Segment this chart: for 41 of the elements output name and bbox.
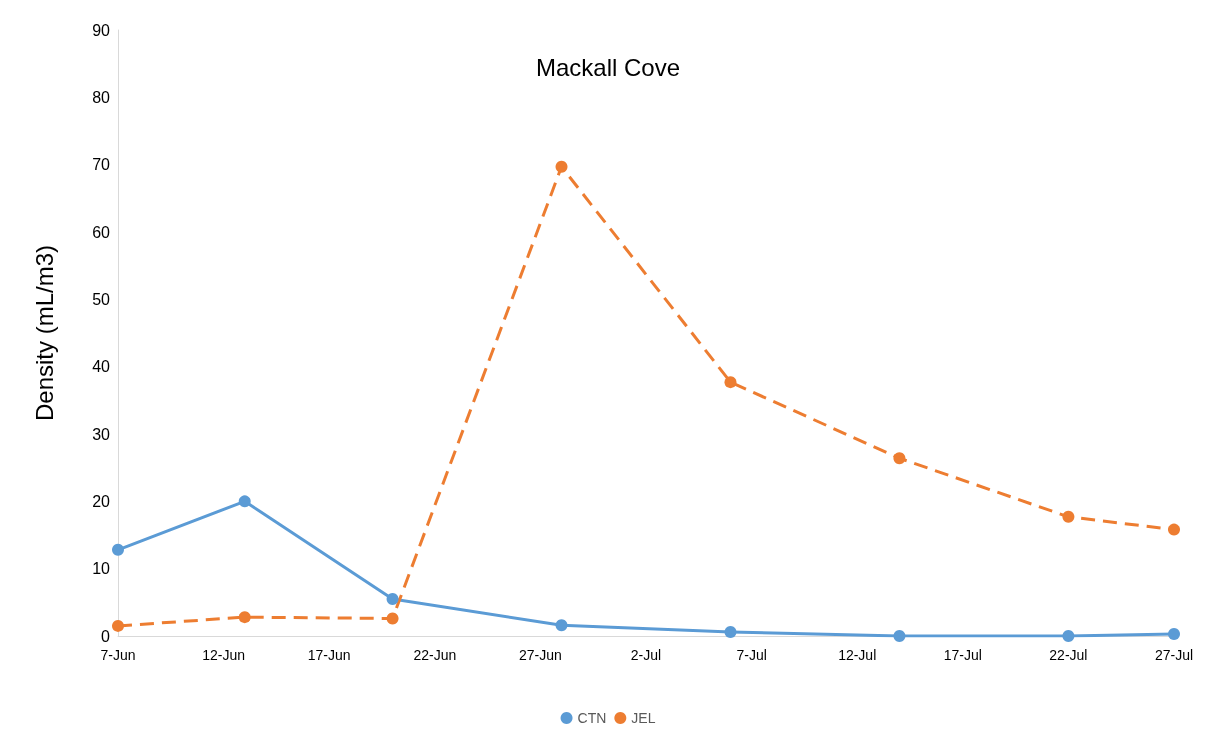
point — [724, 376, 737, 389]
x-tick-label: 22-Jun — [413, 647, 457, 663]
x-tick-label: 17-Jul — [943, 647, 982, 663]
y-tick-label: 20 — [92, 492, 111, 510]
point — [555, 160, 568, 173]
point — [555, 619, 568, 632]
y-tick-label: 70 — [92, 156, 111, 174]
y-tick-label: 90 — [92, 21, 111, 39]
x-tick-label: 27-Jun — [518, 647, 562, 663]
point — [238, 611, 251, 624]
point — [724, 625, 737, 638]
y-tick-label: 60 — [92, 223, 111, 241]
x-tick-label: 27-Jul — [1154, 647, 1194, 663]
y-tick-label: 30 — [92, 425, 111, 443]
x-tick-label: 7-Jun — [100, 647, 136, 663]
y-tick-label: 10 — [92, 560, 111, 578]
y-tick-label: 0 — [101, 627, 111, 645]
x-tick-label: 12-Jun — [202, 647, 246, 663]
point — [1168, 627, 1180, 640]
x-tick-label: 17-Jun — [307, 647, 351, 663]
point — [386, 612, 399, 625]
y-tick-label: 40 — [92, 358, 111, 376]
point — [893, 452, 906, 465]
text: Mackall Cove — [535, 53, 681, 81]
x-tick-label: 12-Jul — [838, 647, 877, 663]
point — [112, 619, 124, 632]
point — [1168, 523, 1180, 536]
legend-label: JEL — [631, 710, 656, 726]
point — [893, 630, 906, 642]
point — [1062, 630, 1075, 642]
legend-label: CTN — [577, 710, 607, 726]
point — [238, 495, 251, 508]
point — [1062, 510, 1075, 523]
x-tick-label: 22-Jul — [1049, 647, 1088, 663]
y-axis-title: Density (mL/m3) — [30, 244, 58, 422]
y-tick-label: 80 — [92, 88, 111, 106]
y-tick-label: 50 — [92, 290, 111, 308]
x-tick-label: 2-Jul — [630, 647, 662, 663]
point — [112, 543, 124, 556]
point — [386, 592, 399, 605]
x-tick-label: 7-Jul — [736, 647, 767, 663]
